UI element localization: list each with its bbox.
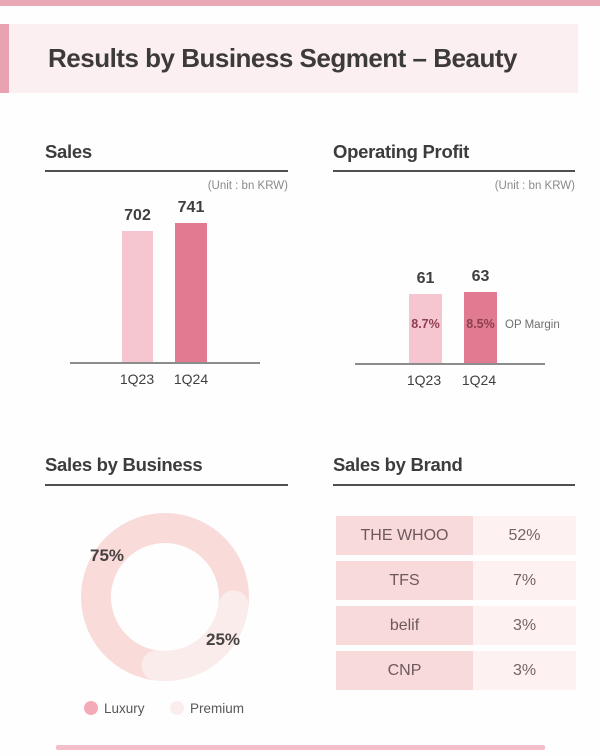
brand-cell: belif: [336, 606, 473, 645]
share-cell: 52%: [473, 516, 576, 555]
op-panel-title: Operating Profit: [333, 141, 470, 162]
brand-panel-title: Sales by Brand: [333, 454, 463, 475]
top-accent-strip: [0, 0, 600, 6]
sales-tick-1q24: 1Q24: [173, 371, 209, 387]
donut-premium-label: 25%: [206, 630, 241, 649]
business-panel-rule: [45, 484, 288, 486]
share-cell: 3%: [473, 651, 576, 690]
sales-tick-1q23: 1Q23: [119, 371, 155, 387]
op-bar-1q24: 8.5%: [464, 291, 497, 363]
legend-luxury-dot: [84, 701, 98, 715]
op-x-axis: [355, 363, 545, 365]
business-panel-title: Sales by Business: [45, 454, 203, 475]
share-cell: 3%: [473, 606, 576, 645]
title-banner-accent: [0, 24, 9, 93]
brand-cell: THE WHOO: [336, 516, 473, 555]
op-value-1q24: 63: [471, 267, 490, 285]
sales-value-1q24: 741: [177, 199, 205, 217]
op-bar-group-1q24: 63 8.5%: [464, 268, 497, 363]
op-margin-1q23: 8.7%: [411, 317, 440, 331]
legend-premium-label: Premium: [190, 701, 245, 716]
op-bar-group-1q23: 61 8.7%: [409, 270, 442, 363]
op-tick-1q23: 1Q23: [406, 372, 442, 388]
sales-panel-rule: [45, 170, 288, 172]
brand-panel-rule: [333, 484, 575, 486]
table-row: belif 3%: [336, 606, 576, 645]
table-row: THE WHOO 52%: [336, 516, 576, 555]
sales-bar-chart: 702 741: [70, 185, 260, 362]
legend-premium-dot: [170, 701, 184, 715]
brand-cell: CNP: [336, 651, 473, 690]
legend-luxury-label: Luxury: [104, 701, 145, 716]
sales-value-1q23: 702: [124, 206, 151, 224]
op-value-1q23: 61: [416, 270, 435, 288]
donut-luxury-label: 75%: [90, 546, 125, 565]
sales-bar-1q24: [175, 223, 207, 362]
sales-bar-group-1q23: 702: [122, 207, 153, 362]
op-margin-1q24: 8.5%: [466, 317, 495, 331]
sales-x-axis: [70, 362, 260, 364]
op-panel-rule: [333, 170, 575, 172]
op-tick-1q24: 1Q24: [461, 372, 497, 388]
table-row: CNP 3%: [336, 651, 576, 690]
share-cell: 7%: [473, 561, 576, 600]
table-row: TFS 7%: [336, 561, 576, 600]
donut-premium-segment: [81, 513, 249, 681]
op-margin-label: OP Margin: [505, 319, 560, 331]
sales-unit-label: (Unit : bn KRW): [207, 180, 288, 192]
op-bar-1q23: 8.7%: [409, 294, 442, 363]
brand-table: THE WHOO 52% TFS 7% belif 3% CNP 3%: [336, 516, 576, 690]
sales-bar-group-1q24: 741: [175, 199, 207, 362]
title-banner: [0, 24, 578, 93]
bottom-accent-strip: [56, 745, 545, 750]
op-bar-chart: 61 8.7% 63 8.5%: [355, 250, 545, 363]
sales-panel-title: Sales: [45, 141, 92, 162]
brand-cell: TFS: [336, 561, 473, 600]
page-title: Results by Business Segment – Beauty: [48, 43, 517, 73]
sales-bar-1q23: [122, 230, 153, 362]
business-donut-chart: [81, 513, 249, 681]
op-unit-label: (Unit : bn KRW): [494, 180, 575, 192]
